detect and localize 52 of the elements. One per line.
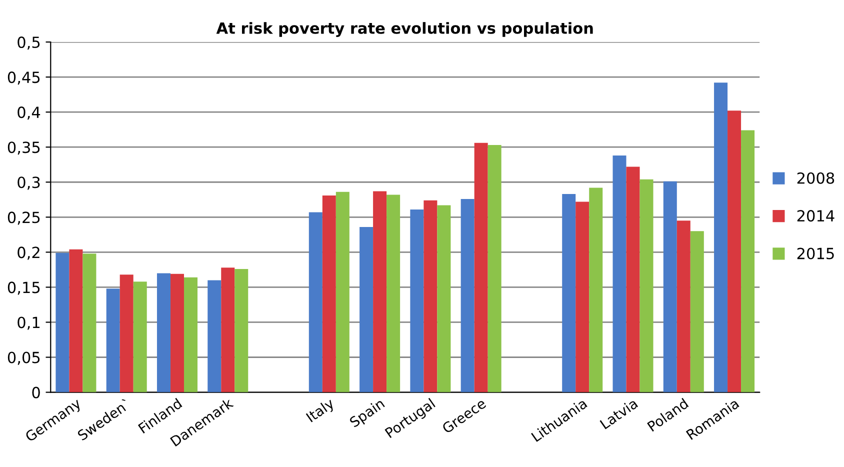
- bar: [133, 282, 147, 392]
- x-tick-label: Italy: [306, 397, 337, 425]
- bar: [640, 179, 654, 392]
- bar: [221, 268, 235, 392]
- y-tick-label: 0,1: [18, 316, 40, 330]
- bar: [336, 192, 350, 392]
- bar: [208, 280, 222, 392]
- bar: [120, 274, 134, 392]
- y-tick-label: 0,4: [18, 106, 40, 120]
- bar: [741, 130, 755, 392]
- y-tick-label: 0,25: [8, 212, 40, 225]
- bar: [373, 191, 387, 392]
- bar: [156, 273, 170, 392]
- y-tick-label: 0,3: [18, 176, 40, 190]
- bar: [424, 200, 438, 392]
- bar: [488, 145, 502, 392]
- y-tick-label: 0,2: [18, 246, 40, 260]
- bar: [56, 252, 70, 392]
- bar: [437, 205, 451, 392]
- bar: [106, 288, 120, 392]
- bar: [612, 156, 626, 392]
- bar: [714, 82, 728, 392]
- y-tick-label: 0,05: [8, 352, 40, 365]
- legend-label: 2014: [797, 210, 834, 222]
- y-tick-label: 0,35: [8, 142, 40, 155]
- chart-title: At risk poverty rate evolution vs population: [216, 22, 593, 37]
- bar: [676, 220, 690, 392]
- bar: [69, 249, 83, 392]
- bar: [308, 212, 322, 392]
- bar: [410, 209, 424, 392]
- bar: [474, 142, 488, 392]
- bar: [234, 268, 248, 392]
- bar: [690, 231, 704, 392]
- legend-label: 2015: [797, 248, 834, 260]
- bar: [626, 166, 640, 392]
- y-tick-label: 0,5: [18, 36, 40, 50]
- y-tick-label: 0,45: [8, 72, 40, 85]
- bar: [589, 188, 603, 392]
- bar: [576, 202, 590, 392]
- legend-label: 2008: [797, 172, 834, 184]
- bar: [184, 277, 198, 392]
- bar: [170, 274, 184, 392]
- y-tick-label: 0: [32, 386, 40, 398]
- bar: [82, 254, 96, 392]
- bar: [360, 226, 374, 392]
- bar: [562, 194, 576, 392]
- bar: [386, 194, 400, 392]
- y-tick-label: 0,15: [8, 282, 40, 295]
- bar: [728, 110, 742, 392]
- bar: [460, 198, 474, 392]
- bar: [322, 195, 336, 392]
- bar: [663, 181, 677, 392]
